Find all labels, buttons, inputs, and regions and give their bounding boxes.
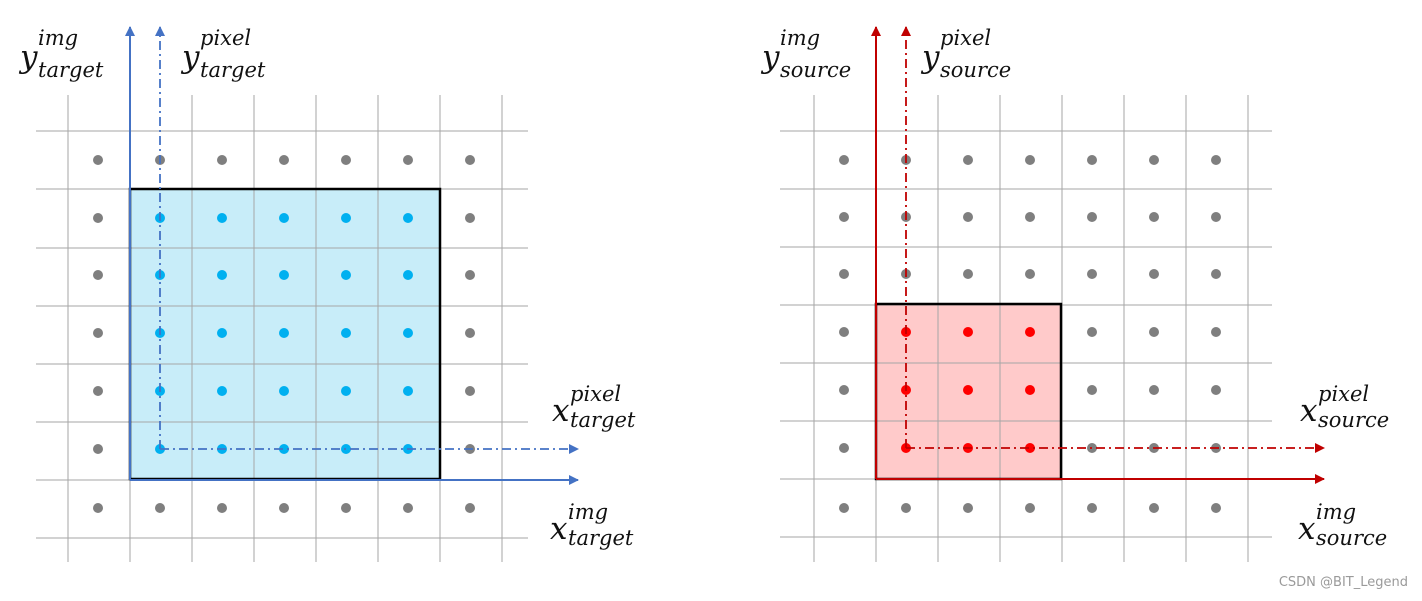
source-pixel-outside-dot bbox=[1087, 269, 1097, 279]
target-pixel-dots bbox=[93, 155, 475, 513]
source-pixel-outside-dot bbox=[1025, 269, 1035, 279]
source-pixel-outside-dot bbox=[1087, 503, 1097, 513]
target-pixel-inside-dot bbox=[217, 213, 227, 223]
target-pixel-outside-dot bbox=[93, 155, 103, 165]
source-pixel-outside-dot bbox=[1149, 503, 1159, 513]
source-pixel-inside-dot bbox=[1025, 443, 1035, 453]
source-pixel-outside-dot bbox=[1087, 385, 1097, 395]
source-x-pixel-label: x pixel source bbox=[1300, 382, 1390, 432]
target-pixel-inside-dot bbox=[341, 213, 351, 223]
source-pixel-inside-dot bbox=[1025, 385, 1035, 395]
target-pixel-outside-dot bbox=[403, 503, 413, 513]
source-pixel-outside-dot bbox=[1087, 327, 1097, 337]
source-pixel-inside-dot bbox=[963, 327, 973, 337]
target-pixel-outside-dot bbox=[217, 503, 227, 513]
target-pixel-outside-dot bbox=[93, 386, 103, 396]
source-pixel-outside-dot bbox=[839, 155, 849, 165]
target-pixel-outside-dot bbox=[93, 444, 103, 454]
source-pixel-outside-dot bbox=[1211, 327, 1221, 337]
source-pixel-outside-dot bbox=[839, 443, 849, 453]
source-pixel-outside-dot bbox=[1149, 269, 1159, 279]
source-pixel-outside-dot bbox=[1211, 269, 1221, 279]
target-pixel-outside-dot bbox=[341, 503, 351, 513]
target-pixel-inside-dot bbox=[341, 270, 351, 280]
source-pixel-outside-dot bbox=[1087, 155, 1097, 165]
target-pixel-inside-dot bbox=[279, 270, 289, 280]
source-pixel-dots bbox=[839, 155, 1221, 513]
source-pixel-outside-dot bbox=[839, 269, 849, 279]
target-x-pixel-label: x pixel target bbox=[552, 382, 636, 432]
source-pixel-inside-dot bbox=[1025, 327, 1035, 337]
target-pixel-inside-dot bbox=[403, 270, 413, 280]
target-pixel-inside-dot bbox=[279, 328, 289, 338]
target-pixel-inside-dot bbox=[403, 213, 413, 223]
target-pixel-outside-dot bbox=[93, 270, 103, 280]
source-pixel-outside-dot bbox=[1211, 155, 1221, 165]
target-pixel-outside-dot bbox=[93, 503, 103, 513]
source-pixel-outside-dot bbox=[1025, 503, 1035, 513]
target-pixel-outside-dot bbox=[465, 503, 475, 513]
target-pixel-inside-dot bbox=[279, 444, 289, 454]
source-y-pixel-label: y pixel source bbox=[922, 26, 1012, 82]
target-panel bbox=[36, 26, 579, 562]
target-pixel-inside-dot bbox=[217, 328, 227, 338]
source-pixel-outside-dot bbox=[1149, 212, 1159, 222]
source-pixel-outside-dot bbox=[839, 503, 849, 513]
source-pixel-outside-dot bbox=[963, 212, 973, 222]
source-pixel-outside-dot bbox=[1149, 327, 1159, 337]
target-pixel-outside-dot bbox=[465, 386, 475, 396]
source-pixel-outside-dot bbox=[963, 155, 973, 165]
target-pixel-outside-dot bbox=[217, 155, 227, 165]
target-pixel-outside-dot bbox=[465, 155, 475, 165]
source-panel bbox=[780, 26, 1325, 562]
source-x-img-label: x img source bbox=[1298, 500, 1388, 550]
source-pixel-outside-dot bbox=[963, 269, 973, 279]
target-pixel-inside-dot bbox=[279, 386, 289, 396]
source-pixel-outside-dot bbox=[1025, 155, 1035, 165]
target-pixel-inside-dot bbox=[279, 213, 289, 223]
source-pixel-outside-dot bbox=[1149, 155, 1159, 165]
target-pixel-outside-dot bbox=[465, 213, 475, 223]
target-pixel-outside-dot bbox=[279, 503, 289, 513]
target-pixel-outside-dot bbox=[279, 155, 289, 165]
target-pixel-inside-dot bbox=[403, 328, 413, 338]
source-pixel-outside-dot bbox=[1211, 385, 1221, 395]
source-pixel-outside-dot bbox=[1149, 385, 1159, 395]
watermark: CSDN @BIT_Legend bbox=[1278, 575, 1408, 590]
source-pixel-outside-dot bbox=[839, 385, 849, 395]
source-pixel-outside-dot bbox=[963, 503, 973, 513]
target-pixel-outside-dot bbox=[465, 328, 475, 338]
source-pixel-outside-dot bbox=[1211, 212, 1221, 222]
target-pixel-inside-dot bbox=[217, 270, 227, 280]
target-pixel-outside-dot bbox=[93, 213, 103, 223]
target-y-img-label: y img target bbox=[20, 26, 104, 82]
source-pixel-inside-dot bbox=[963, 385, 973, 395]
target-pixel-inside-dot bbox=[341, 386, 351, 396]
target-pixel-inside-dot bbox=[403, 386, 413, 396]
source-y-img-label: y img source bbox=[762, 26, 852, 82]
target-pixel-outside-dot bbox=[341, 155, 351, 165]
source-pixel-outside-dot bbox=[839, 327, 849, 337]
target-y-pixel-label: y pixel target bbox=[182, 26, 266, 82]
target-pixel-outside-dot bbox=[403, 155, 413, 165]
source-pixel-outside-dot bbox=[839, 212, 849, 222]
target-pixel-inside-dot bbox=[341, 328, 351, 338]
target-pixel-outside-dot bbox=[93, 328, 103, 338]
target-x-img-label: x img target bbox=[550, 500, 634, 550]
source-pixel-outside-dot bbox=[901, 503, 911, 513]
source-pixel-outside-dot bbox=[1211, 503, 1221, 513]
target-pixel-outside-dot bbox=[155, 503, 165, 513]
target-pixel-inside-dot bbox=[217, 386, 227, 396]
target-pixel-outside-dot bbox=[465, 270, 475, 280]
source-pixel-outside-dot bbox=[1087, 212, 1097, 222]
source-pixel-outside-dot bbox=[1025, 212, 1035, 222]
